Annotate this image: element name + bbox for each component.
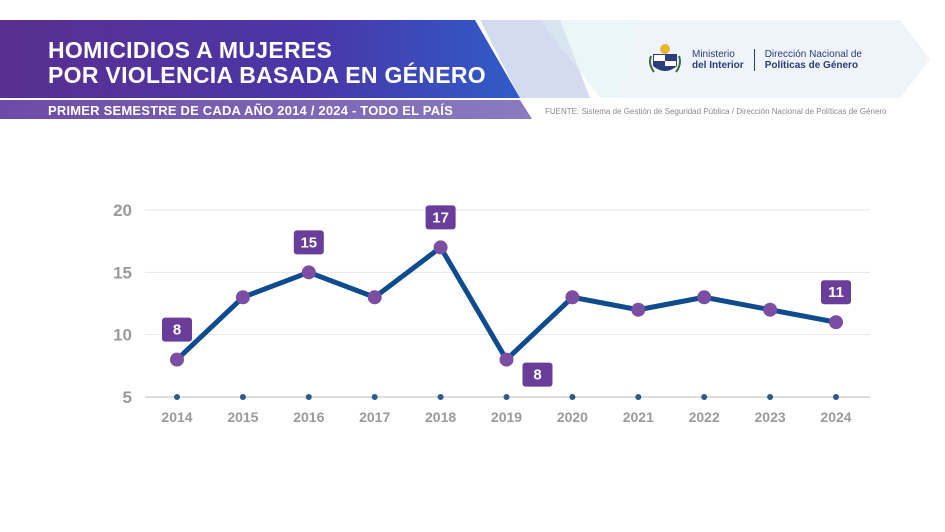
y-tick-label: 15 (113, 263, 132, 282)
data-label-box (162, 317, 192, 342)
institution-logo: Ministerio del Interior Dirección Nacion… (648, 40, 862, 80)
data-point (367, 290, 382, 305)
baseline-dot (239, 394, 246, 400)
baseline-dot (635, 394, 642, 400)
ministry-line-1: Ministerio (692, 49, 735, 60)
data-point (565, 290, 580, 305)
data-label-box (293, 230, 324, 255)
source-note: FUENTE: Sistema de Gestión de Seguridad … (545, 107, 887, 116)
title-line-2: POR VIOLENCIA BASADA EN GÉNERO (48, 62, 486, 88)
data-label: 8 (533, 367, 541, 384)
title-line-1: HOMICIDIOS A MUJERES (48, 37, 333, 63)
y-tick-label: 20 (113, 201, 132, 220)
data-label: 8 (173, 322, 181, 339)
x-tick-label: 2019 (491, 409, 522, 425)
data-label: 11 (828, 284, 844, 301)
data-label-box (425, 205, 456, 230)
x-tick-label: 2023 (755, 409, 786, 425)
baseline-dot (371, 394, 378, 400)
ministry-name: Ministerio del Interior (692, 49, 744, 71)
y-tick-label: 5 (123, 388, 132, 407)
series-line (174, 244, 839, 363)
ministry-line-2: del Interior (692, 60, 744, 71)
data-point (763, 302, 778, 317)
x-tick-label: 2014 (161, 409, 192, 425)
direccion-line-2: Políticas de Género (764, 60, 859, 71)
coat-of-arms-icon (649, 44, 681, 73)
direccion-name: Dirección Nacional de Políticas de Géner… (765, 49, 862, 71)
direccion-line-1: Dirección Nacional de (764, 49, 862, 60)
x-tick-label: 2016 (293, 409, 324, 425)
data-point (301, 265, 316, 280)
data-label-box (522, 362, 553, 387)
baseline-dot (701, 394, 708, 400)
x-tick-label: 2018 (425, 409, 456, 425)
baseline-dot (503, 394, 510, 400)
page-title: HOMICIDIOS A MUJERES POR VIOLENCIA BASAD… (48, 38, 486, 88)
logo-divider (753, 49, 755, 71)
data-point (829, 315, 843, 330)
data-point (235, 290, 250, 305)
x-tick-label: 2017 (359, 409, 390, 425)
baseline-dot (174, 394, 180, 400)
x-tick-label: 2024 (820, 409, 851, 425)
data-point (631, 302, 646, 317)
data-point (499, 352, 514, 367)
baseline-dot (437, 394, 444, 400)
subtitle: PRIMER SEMESTRE DE CADA AÑO 2014 / 2024 … (48, 103, 453, 118)
data-point (433, 240, 448, 255)
x-tick-label: 2021 (623, 409, 654, 425)
x-tick-label: 2020 (557, 409, 588, 425)
data-label: 17 (432, 209, 449, 226)
data-label: 15 (300, 234, 317, 251)
baseline-dot (833, 394, 839, 400)
baseline-dot (305, 394, 312, 400)
baseline-dot (569, 394, 576, 400)
data-point (697, 290, 712, 305)
baseline-dot (767, 394, 774, 400)
x-tick-label: 2022 (689, 409, 720, 425)
data-point (170, 352, 184, 367)
x-tick-label: 2015 (227, 409, 258, 425)
data-label-box (821, 280, 851, 305)
y-tick-label: 10 (113, 326, 132, 345)
